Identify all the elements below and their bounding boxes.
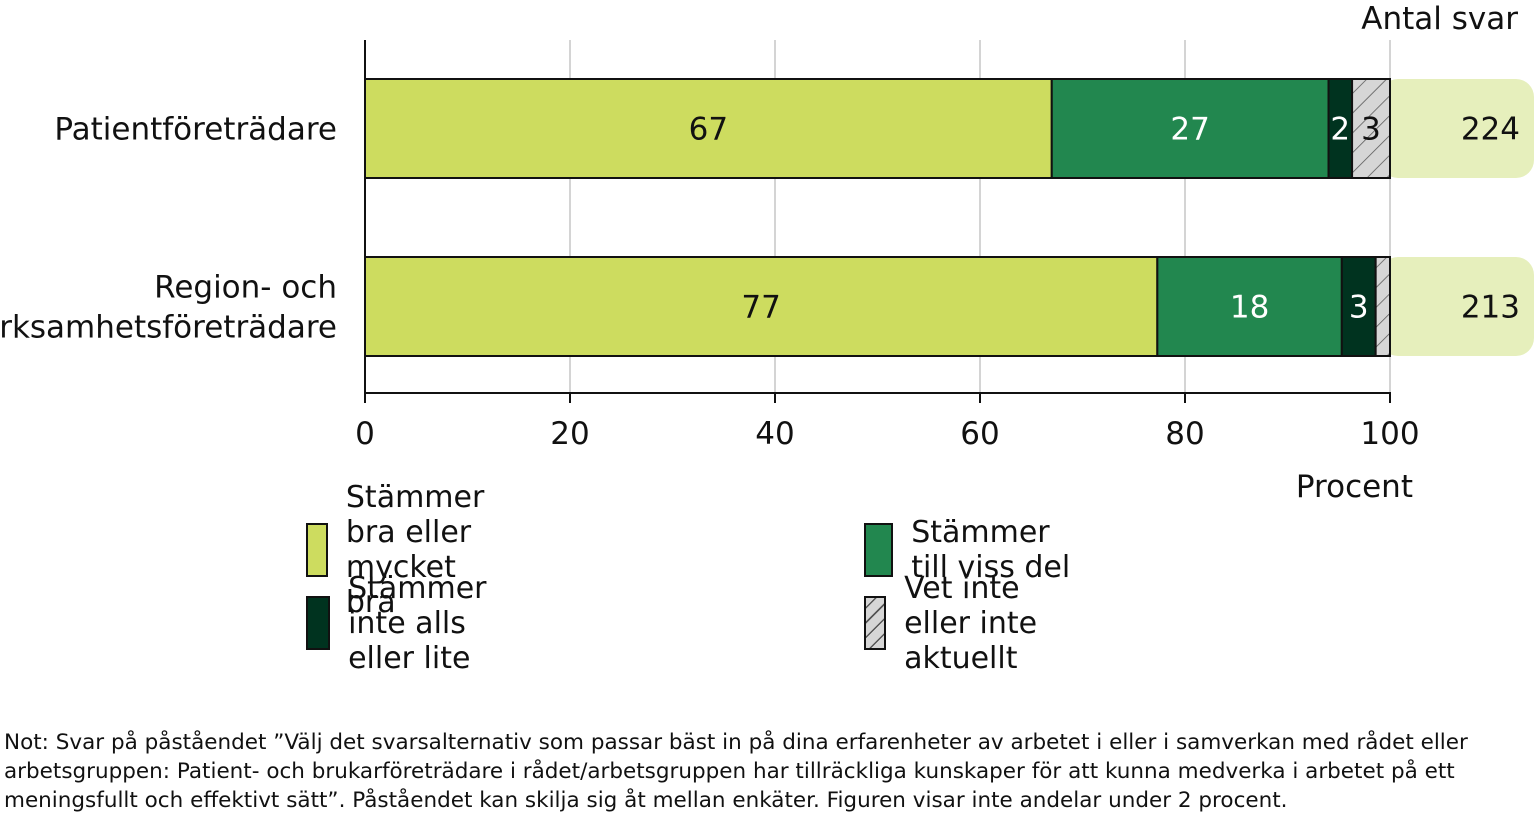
bar-segment (364, 78, 1053, 179)
data-label: 67 (689, 112, 728, 148)
x-tick-label: 80 (1165, 416, 1204, 452)
respondents-cell (1380, 79, 1534, 178)
x-axis-label: Procent (1296, 469, 1413, 505)
category-label: verksamhetsföreträdare (0, 310, 337, 346)
legend-item-partly: Stämmer till viss del (864, 515, 1072, 585)
x-tick-label: 100 (1360, 416, 1419, 452)
data-label: 27 (1170, 112, 1209, 148)
x-tick-label: 60 (960, 416, 999, 452)
bar-segment (1374, 256, 1392, 357)
legend-label-agree: Stämmer bra eller mycket bra (345, 480, 485, 620)
respondents-value: 213 (1461, 290, 1520, 326)
data-label: 3 (1361, 112, 1381, 148)
data-label: 18 (1230, 290, 1269, 326)
legend-label-disagree: Stämmer inte alls eller lite (348, 570, 487, 676)
bar-segment (1050, 78, 1330, 179)
legend-item-dont-know: Vet inte eller inte aktuellt (864, 571, 1047, 676)
legend-swatch-dont-know (864, 596, 887, 650)
bar-segment (1156, 256, 1343, 357)
data-label: 3 (1349, 290, 1369, 326)
legend-label-dont-know: Vet inte eller inte aktuellt (904, 570, 1038, 676)
data-label: 77 (741, 290, 780, 326)
bar-segment (364, 256, 1159, 357)
category-label: Patientföreträdare (54, 112, 337, 148)
legend-swatch-agree (306, 523, 328, 577)
respondents-cell (1380, 257, 1534, 356)
x-tick-label: 20 (550, 416, 589, 452)
respondents-header: Antal svar (1361, 1, 1518, 37)
legend-item-disagree: Stämmer inte alls eller lite (306, 571, 514, 676)
x-tick-label: 0 (355, 416, 375, 452)
legend-label-partly: Stämmer till viss del (911, 515, 1071, 585)
x-tick-label: 40 (755, 416, 794, 452)
legend-swatch-partly (864, 523, 894, 577)
footnote: Not: Svar på påståendet ”Välj det svarsa… (4, 730, 1468, 813)
legend-swatch-disagree (306, 596, 331, 650)
data-label: 2 (1330, 112, 1350, 148)
bar-segment (1351, 78, 1391, 179)
legend-item-agree: Stämmer bra eller mycket bra (306, 480, 514, 620)
respondents-value: 224 (1461, 112, 1520, 148)
category-label: Region- och (154, 270, 337, 306)
